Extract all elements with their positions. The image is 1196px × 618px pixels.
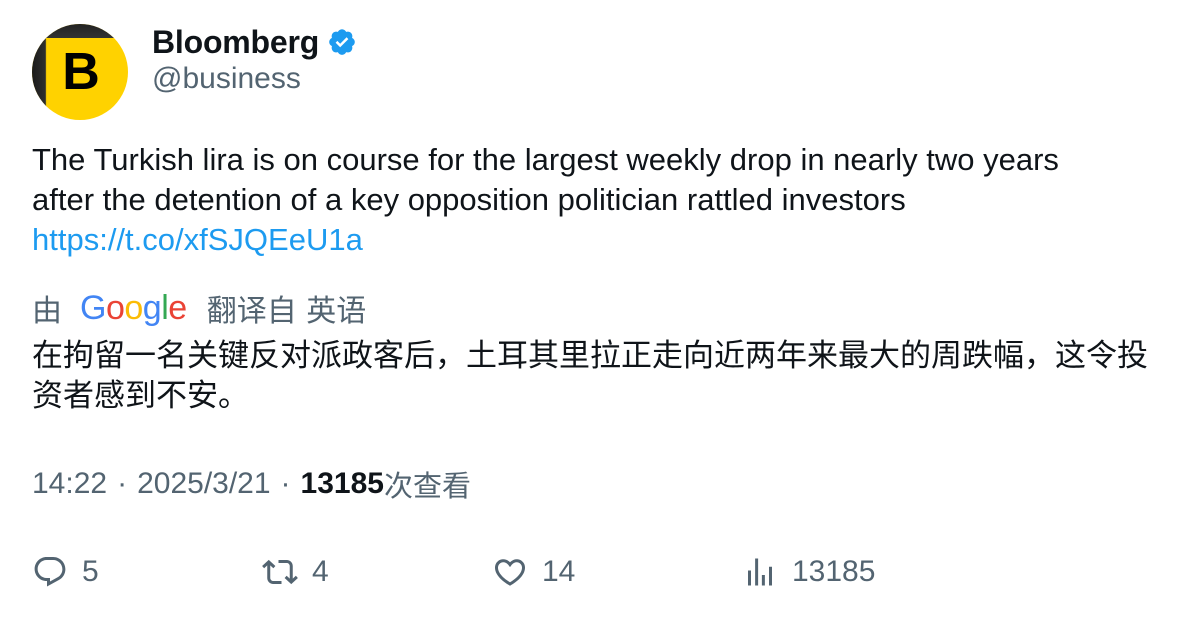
retweet-button[interactable]: 4 xyxy=(262,548,329,596)
tweet-text-line-2: after the detention of a key opposition … xyxy=(32,182,906,217)
avatar[interactable]: B xyxy=(32,24,128,120)
reply-count: 5 xyxy=(82,555,99,588)
translated-text: 在拘留一名关键反对派政客后，土耳其里拉正走向近两年来最大的周跌幅，这令投资者感到… xyxy=(32,338,1148,414)
tweet-date[interactable]: 2025/3/21 xyxy=(137,467,271,500)
analytics-icon xyxy=(748,558,772,586)
tweet-text: The Turkish lira is on course for the la… xyxy=(32,140,1162,260)
reply-button[interactable]: 5 xyxy=(32,548,99,596)
tweet-link[interactable]: https://t.co/xfSJQEeU1a xyxy=(32,222,363,257)
author-display-name[interactable]: Bloomberg xyxy=(152,23,320,60)
tweet-text-line-1: The Turkish lira is on course for the la… xyxy=(32,142,1059,177)
like-count: 14 xyxy=(542,555,576,588)
avatar-logo-letter: B xyxy=(62,43,100,101)
author-name-row: Bloomberg xyxy=(152,22,357,62)
views-count: 13185 xyxy=(300,467,384,500)
views-button[interactable]: 13185 xyxy=(742,548,875,596)
author-handle[interactable]: @business xyxy=(152,62,301,95)
translation-prefix: 由 xyxy=(32,294,62,329)
reply-icon xyxy=(34,557,66,587)
views-action-count: 13185 xyxy=(792,555,876,588)
views-label: 次查看 xyxy=(383,469,471,503)
translation-suffix: 翻译自 英语 xyxy=(206,294,367,329)
retweet-count: 4 xyxy=(312,555,329,588)
tweet-time[interactable]: 14:22 xyxy=(32,467,108,500)
heart-icon xyxy=(494,559,526,586)
tweet-meta: 14:22 · 2025/3/21 · 13185 次查看 xyxy=(32,464,471,504)
like-button[interactable]: 14 xyxy=(492,548,575,596)
action-bar: 5 4 14 13185 xyxy=(32,548,1162,596)
verified-badge-icon[interactable] xyxy=(327,27,357,57)
retweet-icon xyxy=(262,559,298,585)
